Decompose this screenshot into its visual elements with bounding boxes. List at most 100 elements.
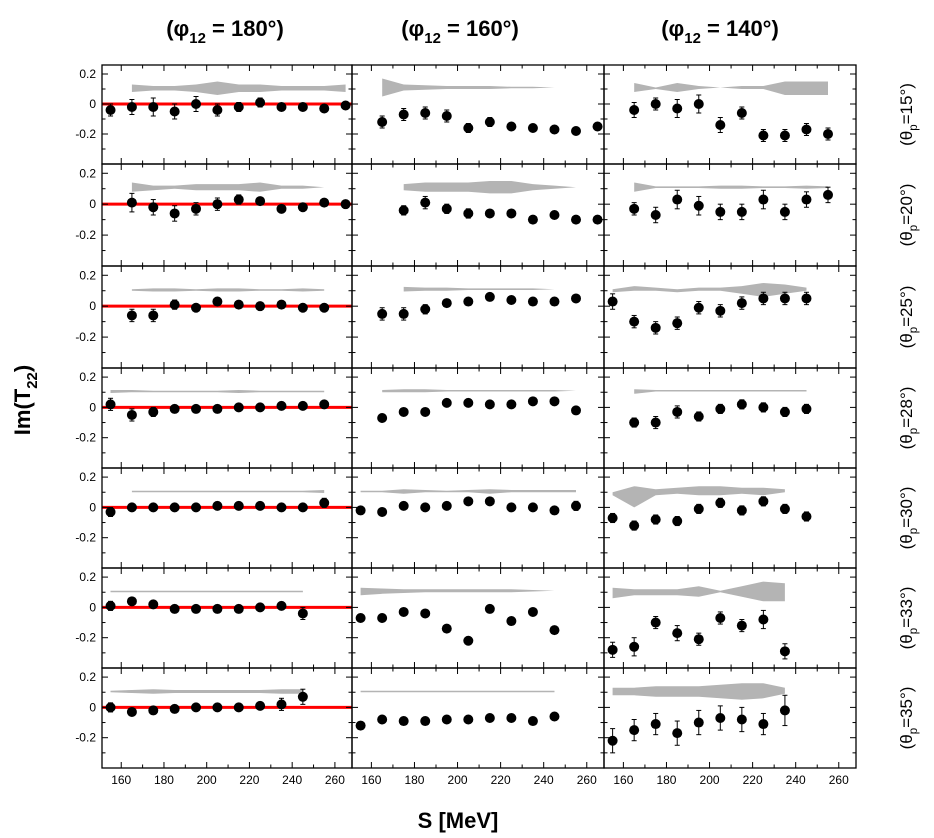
x-tick-label: 220 — [743, 773, 763, 787]
panel-r6c0-data-point — [297, 691, 308, 702]
row-label-1-sub: p — [908, 225, 920, 231]
panel-r0c1-data-point — [549, 124, 560, 135]
x-tick-label: 240 — [534, 773, 554, 787]
panel-r5c2-data-point — [693, 634, 704, 645]
panel-r1c1-data-point — [527, 214, 538, 225]
panel-r4c2-data-point — [629, 520, 640, 531]
panel-r2c2-data-point — [672, 318, 683, 329]
panel-r1c0-data-point — [319, 197, 330, 208]
row-label-6-main: (θ — [897, 734, 916, 749]
panel-r3c2-data-point — [650, 417, 661, 428]
panel-r5c2-data-point — [758, 614, 769, 625]
panel-r3c2-data-point — [672, 406, 683, 417]
panel-r4c0-data-point — [148, 502, 159, 513]
panel-r5c0-data-point — [126, 596, 137, 607]
panel-r0c1-data-point — [506, 121, 517, 132]
panel-r5c0-data-point — [255, 602, 266, 613]
panel-r6c2-data-point — [736, 714, 747, 725]
panel-r1c1-data-point — [398, 205, 409, 216]
panel-r6c2-data-point — [607, 735, 618, 746]
panel-r2c1-data-point — [527, 296, 538, 307]
row-label-5-main: (θ — [897, 634, 916, 649]
panel-r6c1-data-point — [527, 716, 538, 727]
panel-r6c1-data-point — [420, 716, 431, 727]
panel-r0c0-data-point — [297, 102, 308, 112]
panel-r6c2-systematic-band — [612, 683, 785, 700]
panel-r0c2-data-point — [629, 105, 640, 115]
panel-r2c0-data-point — [126, 310, 137, 321]
panel-r3c1-data-point — [463, 397, 474, 408]
panel-r5c2-data-point — [629, 641, 640, 652]
row-label-0-main: (θ — [897, 131, 916, 146]
panel-r3c1-data-point — [571, 405, 581, 416]
row-label-4: (θp=30°) — [897, 487, 920, 550]
panel-r2c0-data-point — [255, 301, 266, 312]
panel-r6c0-data-point — [105, 702, 116, 713]
y-axis-label: Im(T22) — [10, 365, 41, 435]
panel-r5c1-data-point — [420, 608, 431, 619]
row-label-6-rest: =35°) — [897, 687, 916, 728]
x-tick-label: 160 — [361, 773, 381, 787]
panel-r4c0-data-point — [233, 500, 244, 511]
panel-r1c0-frame — [101, 163, 353, 267]
panel-r4c1-frame — [351, 467, 605, 569]
x-tick-label: 220 — [491, 773, 511, 787]
panel-r4c0-data-point — [105, 506, 116, 517]
x-tick-label: 200 — [197, 773, 217, 787]
panel-r5c2-systematic-band — [612, 581, 785, 602]
panel-r5c1-data-point — [506, 616, 517, 627]
panel-r5c2-data-point — [672, 628, 683, 639]
panel-r1c1-data-point — [441, 203, 452, 214]
y-tick-label: 0 — [89, 299, 96, 313]
panel-r1c1-data-point — [592, 214, 603, 225]
row-label-1: (θp=20°) — [897, 184, 920, 247]
panel-r0c2-data-point — [779, 130, 790, 141]
column-header-2-rest: = 140°) — [701, 16, 779, 41]
panel-r4c2-data-point — [650, 514, 661, 525]
y-axis-label-sub: 22 — [24, 372, 41, 389]
panel-r0c1-data-point — [420, 108, 431, 118]
row-label-1-main: (θ — [897, 231, 916, 246]
panel-r3c1-data-point — [441, 397, 452, 408]
panel-r6c0-data-point — [276, 699, 287, 710]
y-tick-label: 0 — [89, 400, 96, 414]
panel-r0c0-data-point — [340, 100, 351, 111]
panel-r1c1-data-point — [484, 208, 495, 219]
y-tick-label: 0.2 — [79, 570, 96, 584]
panel-r4c0-data-point — [276, 502, 287, 513]
panel-r2c1-data-point — [571, 293, 581, 304]
panel-r5c0-data-point — [169, 603, 180, 614]
panel-r4c1-data-point — [484, 496, 495, 507]
x-tick-label: 260 — [325, 773, 345, 787]
y-tick-label: -0.2 — [75, 731, 96, 745]
panel-r5c2-frame — [603, 567, 857, 669]
panel-r3c2-frame — [603, 367, 857, 469]
panel-r6c1-data-point — [463, 714, 474, 725]
panel-r4c2-data-point — [693, 503, 704, 514]
panel-r4c1-data-point — [420, 502, 431, 513]
panel-r4c1-data-point — [398, 500, 409, 511]
panel-r0c0-data-point — [169, 106, 180, 117]
panel-r4c2-systematic-band — [612, 486, 785, 508]
panel-r3c1-data-point — [506, 399, 517, 410]
x-tick-label: 180 — [404, 773, 424, 787]
panel-r4c1-data-point — [377, 506, 388, 517]
panel-r2c1-data-point — [441, 298, 452, 309]
panel-r0c0-data-point — [212, 105, 223, 115]
panel-r0c2-data-point — [758, 130, 769, 141]
row-label-2-rest: =25°) — [897, 286, 916, 327]
panel-r2c2-data-point — [650, 322, 661, 333]
panel-r2c2-frame — [603, 265, 857, 369]
panel-r1c2-data-point — [693, 200, 704, 211]
panel-r2c0-data-point — [319, 302, 330, 313]
panel-r1c0-data-point — [340, 199, 351, 210]
panel-r3c2-data-point — [758, 402, 769, 413]
panel-r1c2-data-point — [736, 206, 747, 217]
panel-r4c0-systematic-band — [131, 490, 325, 493]
panel-r3c2-systematic-band — [634, 389, 807, 394]
panel-r6c0-data-point — [126, 706, 137, 717]
panel-r6c0-frame — [101, 667, 353, 769]
panel-r6c0-data-point — [148, 705, 159, 716]
panel-r0c2-data-point — [693, 99, 704, 109]
panel-r1c0-data-point — [297, 202, 308, 213]
